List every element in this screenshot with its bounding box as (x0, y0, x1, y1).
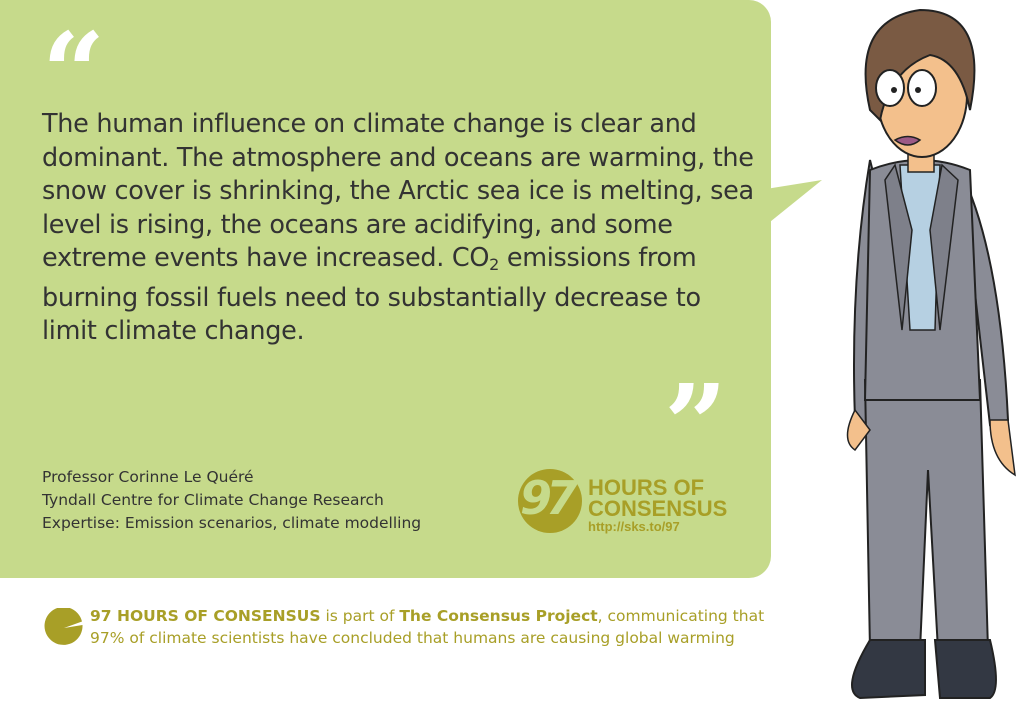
logo-number: 97 (520, 471, 578, 525)
97-hours-logo: 97 HOURS OF CONSENSUS http://sks.to/97 (518, 467, 738, 537)
logo-line1: HOURS OF (588, 475, 705, 500)
scientist-name: Professor Corinne Le Quéré (42, 468, 254, 486)
logo-line2: CONSENSUS (588, 496, 728, 521)
logo-url[interactable]: http://sks.to/97 (588, 519, 680, 534)
footer-text: 97 HOURS OF CONSENSUS is part of The Con… (90, 607, 765, 647)
institution: Tyndall Centre for Climate Change Resear… (42, 491, 384, 509)
close-quote-mark: ” (664, 360, 728, 489)
logo-circle (518, 469, 582, 533)
speech-bubble-pointer (760, 180, 822, 230)
expertise: Expertise: Emission scenarios, climate m… (42, 514, 422, 532)
open-quote-mark: “ (42, 8, 106, 137)
cartoon-scientist-illustration (846, 8, 1016, 700)
attribution: Professor Corinne Le Quéré Tyndall Centr… (42, 466, 421, 535)
pie-97-icon (44, 608, 83, 645)
quote-text: The human influence on climate change is… (42, 109, 754, 346)
speech-bubble (0, 0, 771, 578)
